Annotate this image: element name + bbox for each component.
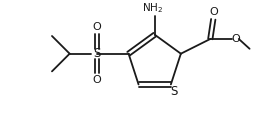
Text: S: S (170, 85, 178, 98)
Text: O: O (93, 22, 101, 32)
Text: O: O (232, 34, 240, 44)
Text: O: O (209, 7, 218, 17)
Text: S: S (93, 47, 101, 60)
Text: NH$_2$: NH$_2$ (142, 1, 163, 15)
Text: O: O (93, 75, 101, 85)
